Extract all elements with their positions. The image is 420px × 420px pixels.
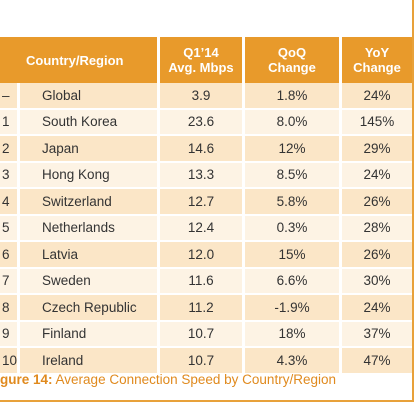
header-speed-line1: Q1’14: [183, 45, 219, 60]
row-speed: 10.7: [158, 320, 245, 348]
row-yoy-change: 29%: [340, 135, 412, 163]
row-speed: 14.6: [158, 135, 245, 163]
row-speed: 3.9: [158, 83, 245, 110]
table-row: 8 Czech Republic 11.2 -1.9% 24%: [0, 294, 412, 322]
row-qoq-change: 15%: [243, 241, 342, 269]
row-country: Global: [18, 83, 160, 110]
row-qoq-change: 6.6%: [243, 267, 342, 295]
table-row: 1 South Korea 23.6 8.0% 145%: [0, 108, 412, 136]
row-speed: 12.7: [158, 188, 245, 216]
header-qoq: QoQ Change: [243, 37, 342, 83]
row-country: Japan: [18, 135, 160, 163]
row-qoq-change: 18%: [243, 320, 342, 348]
row-country: Hong Kong: [18, 161, 160, 189]
row-yoy-change: 26%: [340, 188, 412, 216]
row-country: Latvia: [18, 241, 160, 269]
row-speed: 12.0: [158, 241, 245, 269]
row-qoq-change: 8.0%: [243, 108, 342, 136]
row-qoq-change: 0.3%: [243, 214, 342, 242]
row-yoy-change: 26%: [340, 241, 412, 269]
row-qoq-change: -1.9%: [243, 294, 342, 322]
connection-speed-table: Country/Region Q1’14 Avg. Mbps QoQ Chang…: [0, 37, 412, 375]
header-yoy-line2: Change: [353, 60, 401, 75]
row-speed: 12.4: [158, 214, 245, 242]
header-speed-line2: Avg. Mbps: [168, 60, 234, 75]
table-row: 5 Netherlands 12.4 0.3% 28%: [0, 214, 412, 242]
row-country: Czech Republic: [18, 294, 160, 322]
table-row: 3 Hong Kong 13.3 8.5% 24%: [0, 161, 412, 189]
row-rank: –: [0, 83, 20, 110]
row-speed: 13.3: [158, 161, 245, 189]
header-speed: Q1’14 Avg. Mbps: [158, 37, 245, 83]
header-country: Country/Region: [0, 37, 160, 83]
row-speed: 11.6: [158, 267, 245, 295]
row-yoy-change: 28%: [340, 214, 412, 242]
row-qoq-change: 8.5%: [243, 161, 342, 189]
row-speed: 23.6: [158, 108, 245, 136]
row-rank: 7: [0, 267, 20, 295]
row-yoy-change: 24%: [340, 83, 412, 110]
table-row: – Global 3.9 1.8% 24%: [0, 83, 412, 110]
row-qoq-change: 4.3%: [243, 347, 342, 375]
row-rank: 3: [0, 161, 20, 189]
row-rank: 8: [0, 294, 20, 322]
figure-caption-label: gure 14:: [0, 372, 53, 387]
table-body: – Global 3.9 1.8% 24% 1 South Korea 23.6 8.0% 145…: [0, 83, 412, 375]
row-rank: 1: [0, 108, 20, 136]
document-frame: [0, 0, 414, 402]
row-rank: 4: [0, 188, 20, 216]
table-row: 9 Finland 10.7 18% 37%: [0, 320, 412, 348]
figure-caption-text: Average Connection Speed by Country/Regi…: [52, 372, 336, 387]
row-yoy-change: 30%: [340, 267, 412, 295]
row-qoq-change: 5.8%: [243, 188, 342, 216]
header-country-label: Country/Region: [26, 52, 124, 68]
row-rank: 6: [0, 241, 20, 269]
row-country: South Korea: [18, 108, 160, 136]
table-row: 7 Sweden 11.6 6.6% 30%: [0, 267, 412, 295]
figure-caption: gure 14: Average Connection Speed by Cou…: [0, 372, 336, 387]
row-yoy-change: 37%: [340, 320, 412, 348]
header-yoy-line1: YoY: [364, 45, 390, 60]
row-speed: 10.7: [158, 347, 245, 375]
table-header-row: Country/Region Q1’14 Avg. Mbps QoQ Chang…: [0, 37, 412, 83]
row-rank: 2: [0, 135, 20, 163]
table-row: 2 Japan 14.6 12% 29%: [0, 135, 412, 163]
row-rank: 10: [0, 347, 20, 375]
top-bar: [0, 0, 412, 20]
table-row: 6 Latvia 12.0 15% 26%: [0, 241, 412, 269]
row-yoy-change: 24%: [340, 294, 412, 322]
table-row: 4 Switzerland 12.7 5.8% 26%: [0, 188, 412, 216]
row-country: Ireland: [18, 347, 160, 375]
row-country: Sweden: [18, 267, 160, 295]
row-country: Netherlands: [18, 214, 160, 242]
row-qoq-change: 12%: [243, 135, 342, 163]
row-speed: 11.2: [158, 294, 245, 322]
row-country: Finland: [18, 320, 160, 348]
row-rank: 5: [0, 214, 20, 242]
header-qoq-line1: QoQ: [277, 45, 307, 60]
row-yoy-change: 145%: [340, 108, 412, 136]
row-yoy-change: 47%: [340, 347, 412, 375]
row-country: Switzerland: [18, 188, 160, 216]
row-qoq-change: 1.8%: [243, 83, 342, 110]
row-rank: 9: [0, 320, 20, 348]
header-qoq-line2: Change: [268, 60, 316, 75]
header-yoy: YoY Change: [340, 37, 412, 83]
row-yoy-change: 24%: [340, 161, 412, 189]
table-row: 10 Ireland 10.7 4.3% 47%: [0, 347, 412, 375]
